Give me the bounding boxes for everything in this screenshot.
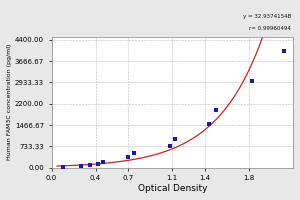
Y-axis label: Human FAM3C concentration (pg/ml): Human FAM3C concentration (pg/ml) [7, 44, 12, 160]
Text: y = 32.9374154B: y = 32.9374154B [243, 14, 291, 19]
X-axis label: Optical Density: Optical Density [138, 184, 207, 193]
Text: r= 0.99960494: r= 0.99960494 [249, 26, 291, 31]
